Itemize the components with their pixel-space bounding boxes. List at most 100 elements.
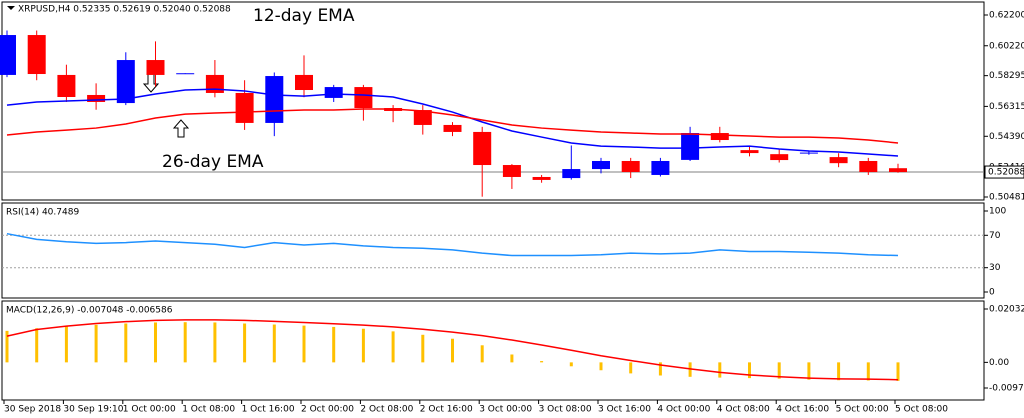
y-tick-label: 0.54390 [989, 132, 1024, 142]
annotation: 26-day EMA [162, 152, 264, 172]
histogram-bar [302, 325, 306, 363]
y-tick-label: 0.00 [989, 358, 1009, 368]
histogram-bar [5, 330, 9, 363]
candle-body [621, 160, 640, 173]
menu-arrow [7, 6, 15, 10]
candle-body [473, 131, 492, 166]
histogram-bar [272, 324, 276, 363]
histogram-bar [332, 326, 336, 363]
y-tick-label: -0.009761 [989, 384, 1024, 394]
histogram-bar [896, 362, 900, 381]
indicator-line [6, 108, 899, 144]
histogram-bar [629, 362, 633, 374]
candle-body [295, 74, 313, 91]
y-tick-label: 30 [989, 263, 1001, 273]
histogram-bar [748, 362, 751, 379]
histogram-bar [569, 362, 573, 367]
histogram-bar [599, 362, 603, 371]
candle-body [889, 168, 907, 173]
candle-body [829, 157, 848, 164]
histogram-bar [183, 322, 187, 363]
y-tick-label: 0.02032 [989, 305, 1024, 315]
histogram-bar [837, 362, 841, 381]
candle-body [176, 73, 195, 75]
y-tick-label: 100 [989, 207, 1006, 217]
annotation: 12-day EMA [253, 6, 355, 26]
candle-body [651, 160, 670, 175]
macd-panel [1, 300, 985, 401]
candle-body [205, 74, 224, 93]
histogram-bar [777, 362, 781, 379]
y-tick-label: 0 [989, 288, 995, 298]
candle-body [116, 60, 135, 104]
candle-body [770, 154, 789, 161]
rsi-title: RSI(14) 40.7489 [6, 208, 79, 218]
candle-body [710, 133, 729, 141]
candle-body [799, 152, 818, 154]
x-tick-label: 1 Oct 08:00 [182, 405, 235, 415]
histogram-bar [64, 326, 68, 363]
candle-body [324, 87, 343, 98]
candle-body [681, 133, 700, 160]
histogram-bar [718, 362, 722, 378]
y-tick-label: 0.62200 [989, 11, 1024, 21]
x-tick-label: 1 Oct 00:00 [123, 405, 176, 415]
candle-body [27, 35, 46, 75]
histogram-bar [866, 362, 870, 381]
histogram-bar [243, 323, 247, 363]
histogram-bar [154, 322, 157, 363]
candle-body [740, 150, 759, 154]
y-tick-label: 0.58295 [989, 71, 1024, 81]
candle-body [146, 60, 165, 75]
histogram-bar [658, 362, 662, 376]
candle-body [502, 165, 521, 177]
y-tick-label: 0.50481 [989, 193, 1024, 203]
indicator-line [6, 319, 899, 381]
x-tick-label: 4 Oct 00:00 [657, 405, 710, 415]
candle-body [0, 35, 16, 75]
indicator-line [6, 232, 899, 257]
current-price-label: 0.52088 [988, 168, 1024, 178]
indicator-line [6, 88, 899, 157]
x-tick-label: 30 Sep 2018 [4, 405, 61, 415]
x-tick-label: 1 Oct 16:00 [242, 405, 295, 415]
x-tick-label: 4 Oct 16:00 [776, 405, 829, 415]
x-tick-label: 3 Oct 16:00 [598, 405, 651, 415]
x-tick-label: 3 Oct 08:00 [539, 405, 592, 415]
histogram-bar [94, 324, 98, 363]
candle-body [354, 87, 373, 109]
x-tick-label: 2 Oct 00:00 [301, 405, 354, 415]
x-tick-label: 3 Oct 00:00 [479, 405, 532, 415]
candle-body [413, 110, 432, 125]
x-tick-label: 30 Sep 19:10 [63, 405, 123, 415]
candle-body [87, 94, 106, 102]
candle-body [265, 76, 284, 123]
histogram-bar [361, 328, 365, 363]
histogram-bar [540, 361, 544, 363]
candle-body [592, 160, 610, 170]
arrow-up [172, 119, 190, 138]
y-tick-label: 70 [989, 231, 1001, 241]
histogram-bar [510, 354, 514, 363]
histogram-bar [35, 328, 39, 363]
y-tick-label: 0.56315 [989, 102, 1024, 112]
x-tick-label: 4 Oct 08:00 [717, 405, 770, 415]
histogram-bar [480, 345, 484, 363]
histogram-bar [451, 338, 454, 363]
histogram-bar [213, 322, 217, 363]
main-panel [1, 1, 985, 201]
x-tick-label: 5 Oct 00:00 [836, 405, 889, 415]
y-tick-label: 0.60220 [989, 41, 1024, 51]
candle-body [57, 74, 76, 98]
candle-body [859, 160, 878, 173]
x-tick-label: 5 Oct 08:00 [895, 405, 948, 415]
macd-title: MACD(12,26,9) -0.007048 -0.006586 [6, 306, 173, 316]
histogram-bar [124, 323, 128, 363]
candle-body [562, 169, 581, 179]
chart-title: XRPUSD,H4 0.52335 0.52619 0.52040 0.5208… [18, 5, 231, 15]
histogram-bar [421, 334, 425, 363]
candle-body [532, 176, 551, 180]
price-label-box [984, 165, 1024, 179]
histogram-bar [391, 331, 395, 363]
